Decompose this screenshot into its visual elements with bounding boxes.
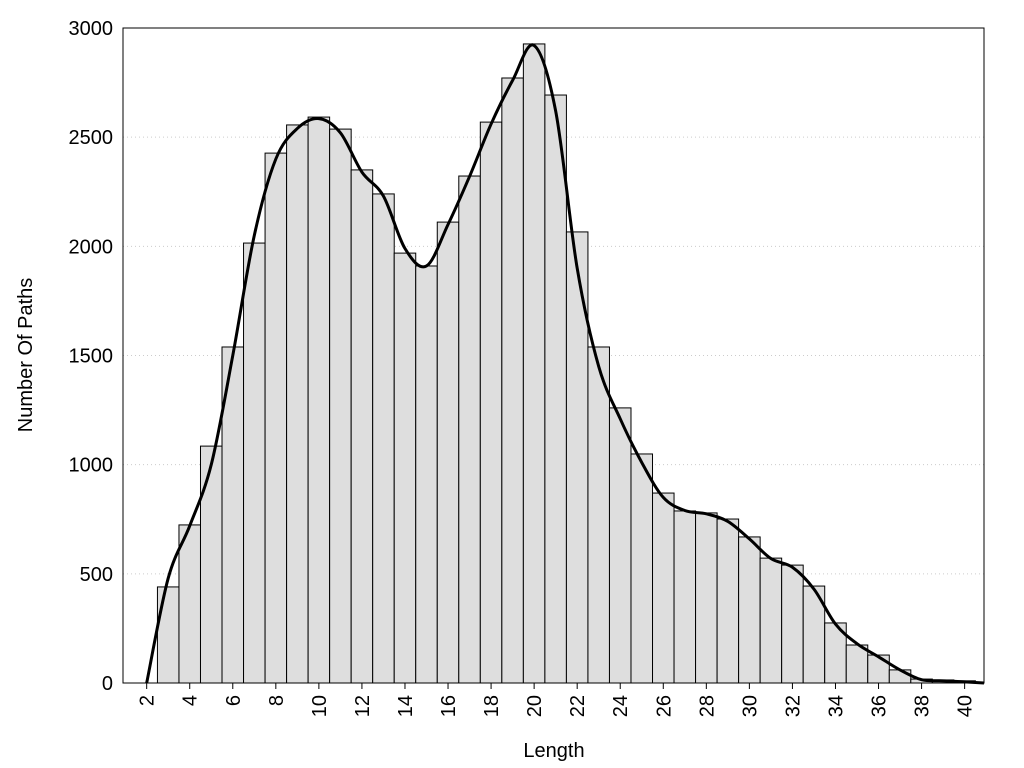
- bar: [329, 128, 352, 684]
- bar: [178, 524, 201, 684]
- x-tick-label: 20: [524, 695, 546, 717]
- plot-frame: [122, 27, 985, 684]
- x-axis-label: Length: [523, 740, 584, 762]
- bar: [845, 644, 869, 684]
- bar: [458, 175, 481, 684]
- y-tick-label: 0: [102, 673, 113, 695]
- bar: [522, 43, 546, 684]
- x-tick-label: 34: [825, 695, 847, 717]
- x-tick-label: 2: [137, 695, 159, 706]
- bar: [781, 564, 804, 684]
- y-tick-label: 3000: [69, 18, 114, 40]
- bar: [630, 453, 654, 684]
- bar: [307, 116, 331, 684]
- bar: [156, 586, 180, 684]
- x-tick-label: 40: [955, 695, 977, 717]
- y-tick-label: 2500: [69, 127, 114, 149]
- bar: [888, 669, 912, 684]
- bar: [372, 193, 395, 684]
- x-tick-label: 22: [567, 695, 589, 717]
- x-tick-label: 10: [309, 695, 331, 717]
- bar: [501, 77, 524, 684]
- x-tick-label: 28: [696, 695, 718, 717]
- y-tick-label: 1500: [69, 346, 114, 368]
- bar: [759, 557, 783, 684]
- bar: [867, 654, 890, 684]
- x-tick-label: 18: [481, 695, 503, 717]
- x-tick-label: 14: [395, 695, 417, 717]
- x-tick-label: 36: [869, 695, 891, 717]
- bar: [479, 121, 503, 684]
- bar: [436, 221, 460, 684]
- bar: [350, 169, 374, 684]
- bar: [544, 94, 567, 684]
- x-tick-label: 12: [352, 695, 374, 717]
- bar: [652, 492, 675, 684]
- x-tick-label: 30: [739, 695, 761, 717]
- bar: [393, 252, 417, 684]
- bar: [738, 536, 761, 684]
- x-tick-label: 8: [266, 695, 288, 706]
- bar: [608, 407, 632, 684]
- x-tick-label: 6: [223, 695, 245, 706]
- y-axis-label: Number Of Paths: [15, 278, 37, 433]
- bar: [695, 512, 718, 684]
- bar: [264, 152, 288, 684]
- bar: [286, 124, 309, 684]
- bar: [716, 518, 740, 684]
- x-tick-label: 4: [180, 695, 202, 706]
- x-tick-label: 32: [782, 695, 804, 717]
- y-tick-label: 2000: [69, 236, 114, 258]
- bar: [673, 510, 697, 684]
- y-tick-label: 1000: [69, 455, 114, 477]
- density-line: [145, 43, 985, 685]
- bar: [587, 346, 610, 684]
- x-tick-label: 26: [653, 695, 675, 717]
- bar: [415, 265, 438, 684]
- x-tick-label: 38: [912, 695, 934, 717]
- x-tick-label: 16: [438, 695, 460, 717]
- bar: [199, 445, 223, 684]
- y-tick-label: 500: [80, 564, 113, 586]
- bar: [565, 231, 589, 684]
- bar: [243, 242, 266, 684]
- x-tick-label: 24: [610, 695, 632, 717]
